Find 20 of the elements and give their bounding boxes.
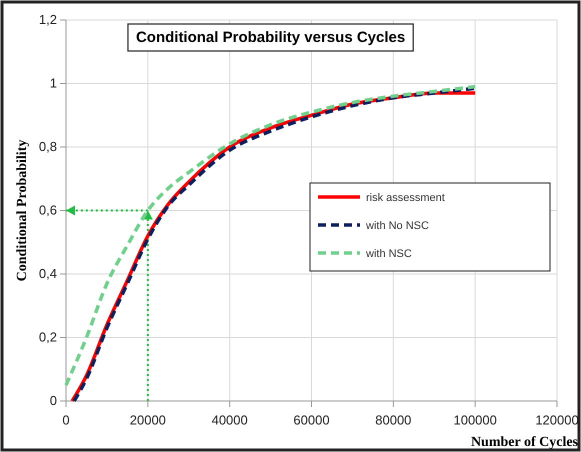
- x-tick-label: 100000: [453, 412, 497, 428]
- y-tick-label: 0,2: [38, 330, 57, 345]
- legend-label: with NSC: [365, 248, 412, 260]
- y-tick-label: 1,2: [38, 12, 57, 28]
- x-tick-label: 40000: [212, 412, 248, 428]
- x-tick-label: 20000: [130, 412, 166, 428]
- y-tick-label: 0,8: [38, 139, 57, 154]
- legend-label: risk assessment: [366, 192, 445, 204]
- y-tick-label: 0,6: [38, 202, 57, 218]
- x-tick-label: 60000: [293, 412, 330, 428]
- y-tick-label: 0: [50, 393, 57, 408]
- x-axis-title: Number of Cycles: [470, 435, 579, 450]
- x-tick-label: 80000: [375, 412, 412, 428]
- text: Conditional Probability versus Cycles: [136, 29, 406, 46]
- y-axis-title: Conditional Probability: [15, 140, 30, 282]
- legend-label: with No NSC: [365, 220, 430, 232]
- x-tick-label: 120000: [535, 412, 579, 428]
- x-tick-label: 0: [62, 412, 70, 428]
- y-tick-label: 1: [50, 76, 57, 91]
- y-tick-label: 0,4: [38, 266, 57, 282]
